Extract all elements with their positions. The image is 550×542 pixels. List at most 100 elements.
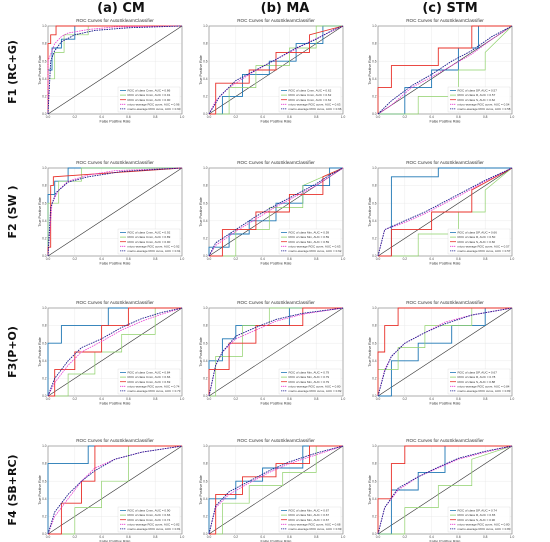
legend-entry: micro-average ROC curve, AUC = 0.92 [128, 244, 180, 248]
roc-series-5 [377, 307, 513, 397]
legend-entry: ROC of class R, AUC = 0.65 [458, 513, 496, 517]
y-tick-label: 0.0 [372, 532, 377, 536]
x-tick-label: 1.0 [180, 257, 185, 261]
x-tick-label: 1.0 [341, 397, 346, 401]
column-header: (a) CM [97, 1, 145, 16]
legend-entry: ROC of class R, AUC = 0.78 [458, 375, 496, 379]
roc-panel-F2-MA: ROC Curves for AutoSklearnClassifier0.00… [199, 160, 345, 266]
y-tick-label: 0.6 [203, 59, 208, 63]
y-tick-label: 0.8 [372, 184, 377, 188]
x-tick-label: 0.6 [456, 257, 461, 261]
x-tick-label: 0.2 [403, 535, 408, 539]
roc-panel-F3-MA: ROC Curves for AutoSklearnClassifier0.00… [199, 300, 345, 406]
x-tick-label: 0.0 [46, 115, 51, 119]
roc-series-5 [47, 25, 183, 115]
y-tick-label: 0.8 [203, 324, 208, 328]
legend-entry: ROC of class Cmm, AUC = 0.92 [128, 231, 171, 235]
y-tick-label: 0.0 [372, 112, 377, 116]
legend-entry: ROC of class Cmm, AUC = 0.90 [128, 240, 171, 244]
legend-box [117, 368, 181, 395]
roc-series-1 [47, 307, 182, 396]
panel-title: ROC Curves for AutoSklearnClassifier [76, 160, 154, 165]
x-tick-label: 0.8 [314, 397, 319, 401]
x-tick-label: 0.4 [429, 257, 434, 261]
legend-entry: micro-average ROC curve, AUC = 0.57 [458, 244, 510, 248]
x-tick-label: 0.4 [429, 115, 434, 119]
x-tick-label: 0.8 [314, 257, 319, 261]
legend-box [447, 228, 511, 255]
roc-series-1 [47, 167, 182, 256]
y-tick-label: 1.0 [203, 166, 208, 170]
y-axis-label: True Positive Rate [38, 197, 42, 226]
y-tick-label: 0.8 [372, 462, 377, 466]
x-tick-label: 0.6 [126, 535, 131, 539]
y-tick-label: 0.8 [372, 324, 377, 328]
y-tick-label: 0.0 [372, 254, 377, 258]
legend-entry: macro-average ROC curve, AUC = 0.69 [289, 527, 342, 531]
panel-title: ROC Curves for AutoSklearnClassifier [76, 438, 154, 443]
x-tick-label: 1.0 [180, 535, 185, 539]
x-tick-label: 0.0 [46, 535, 51, 539]
legend-entry: macro-average ROC curve, AUC = 0.82 [289, 389, 342, 393]
y-tick-label: 0.6 [42, 59, 47, 63]
x-axis-label: False Positive Rate [261, 262, 292, 266]
y-tick-label: 0.0 [42, 394, 47, 398]
y-axis-label: True Positive Rate [199, 197, 203, 226]
plot-frame [208, 445, 344, 535]
y-tick-label: 0.6 [42, 479, 47, 483]
legend-entry: ROC of class Cmm, AUC = 0.90 [128, 98, 171, 102]
legend-entry: micro-average ROC curve, AUC = 0.82 [128, 522, 180, 526]
legend-entry: macro-average ROC curve, AUC = 0.83 [458, 389, 511, 393]
x-tick-label: 0.2 [403, 397, 408, 401]
roc-series-3 [209, 167, 344, 257]
x-tick-label: 1.0 [510, 115, 515, 119]
x-tick-label: 0.6 [456, 535, 461, 539]
y-tick-label: 1.0 [42, 24, 47, 28]
x-tick-label: 0.6 [126, 115, 131, 119]
y-tick-label: 0.4 [203, 77, 208, 81]
legend-entry: ROC of class Cmm, AUC = 0.74 [128, 518, 171, 522]
x-tick-label: 0.8 [314, 115, 319, 119]
x-tick-label: 0.0 [376, 115, 381, 119]
legend-box [278, 506, 342, 533]
row-header: F1 (RC+G) [6, 40, 19, 104]
x-tick-label: 0.6 [287, 397, 292, 401]
y-tick-label: 0.2 [372, 377, 377, 381]
x-tick-label: 0.6 [456, 115, 461, 119]
x-tick-label: 0.2 [73, 115, 78, 119]
y-tick-label: 0.6 [42, 201, 47, 205]
x-axis-label: False Positive Rate [100, 120, 131, 124]
chance-diagonal [208, 445, 344, 535]
panel-title: ROC Curves for AutoSklearnClassifier [237, 18, 315, 23]
panel-title: ROC Curves for AutoSklearnClassifier [406, 438, 484, 443]
y-tick-label: 0.4 [203, 219, 208, 223]
x-tick-label: 0.8 [153, 257, 158, 261]
y-tick-label: 0.4 [42, 359, 47, 363]
roc-series-3 [377, 445, 512, 534]
x-tick-label: 0.6 [287, 257, 292, 261]
chance-diagonal [47, 445, 183, 535]
panel-title: ROC Curves for AutoSklearnClassifier [237, 300, 315, 305]
legend-entry: ROC of class Mm, AUC = 0.67 [289, 518, 330, 522]
legend-entry: macro-average ROC curve, AUC = 0.90 [128, 107, 181, 111]
y-tick-label: 0.2 [42, 237, 47, 241]
roc-series-2 [209, 307, 343, 397]
legend-box [278, 368, 342, 395]
y-tick-label: 0.4 [372, 497, 377, 501]
roc-panel-F3-STM: ROC Curves for AutoSklearnClassifier0.00… [368, 300, 514, 406]
y-tick-label: 0.8 [42, 462, 47, 466]
roc-panel-F2-CM: ROC Curves for AutoSklearnClassifier 0.0 0… [38, 160, 184, 266]
x-axis-label: False Positive Rate [100, 540, 131, 542]
roc-series-1 [208, 167, 343, 256]
roc-series-5 [377, 167, 513, 257]
y-tick-label: 0.6 [372, 479, 377, 483]
legend-box [447, 368, 511, 395]
legend-box [117, 86, 181, 113]
roc-series-3 [48, 445, 182, 535]
x-tick-label: 0.8 [153, 535, 158, 539]
x-tick-label: 0.0 [46, 397, 51, 401]
x-tick-label: 0.0 [46, 257, 51, 261]
column-header: (c) STM [422, 1, 477, 16]
roc-panel-F4-MA: ROC Curves for AutoSklearnClassifier0.00… [199, 438, 345, 542]
roc-series-2 [48, 307, 182, 397]
